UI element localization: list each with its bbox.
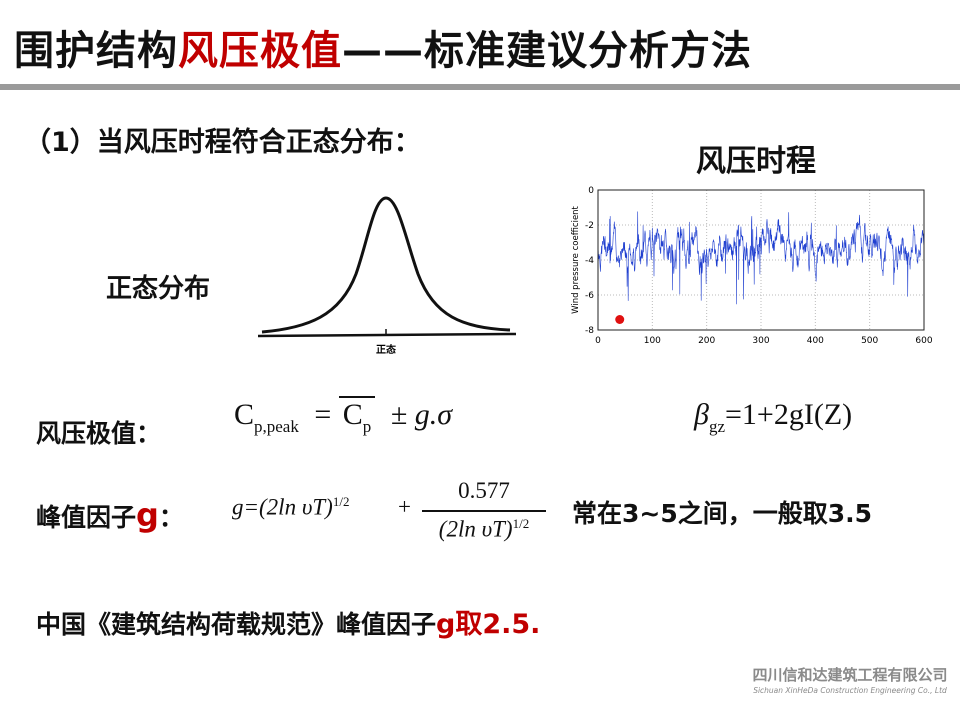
beta-symbol: β [694, 398, 709, 431]
g-formula-exp: 1/2 [332, 494, 350, 509]
title-main: 围护结构 [14, 28, 178, 74]
x-tick-label: 200 [698, 336, 715, 346]
peak-formula-sub: p,peak [254, 417, 299, 436]
y-tick-label: -8 [585, 326, 594, 336]
slide-title: 围护结构风压极值——标准建议分析方法 [14, 18, 752, 76]
subheading: （1）当风压时程符合正态分布： [24, 127, 421, 158]
pressure-series-line [597, 211, 925, 305]
title-rest: ——标准建议分析方法 [342, 28, 752, 74]
peak-formula-sub2: p [362, 417, 372, 436]
g-formula-numerator: 0.577 [458, 478, 510, 503]
peak-formula-tail: ± g.σ [390, 398, 453, 431]
title-divider [0, 84, 960, 90]
beta-sub: gz [708, 417, 725, 436]
g-typical-note: 常在3~5之间，一般取3.5 [572, 499, 873, 528]
gust-factor-colon: ： [158, 503, 184, 532]
title-highlight: 风压极值 [178, 28, 342, 74]
x-tick-label: 300 [752, 336, 769, 346]
g-formula-den-text: (2ln υT) [438, 516, 513, 542]
g-formula-lhs-text: g=(2ln υT) [232, 494, 333, 520]
x-tick-label: 500 [861, 336, 878, 346]
gust-factor-text: 峰值因子 [36, 503, 137, 532]
normal-axis-label: 正态 [376, 343, 396, 356]
x-tick-label: 600 [915, 336, 932, 346]
wind-pressure-timeseries-chart: 0 100 200 300 400 500 600 0 -2 -4 -6 -8 Wind pressur… [571, 186, 933, 346]
g-formula-fraction-bar [422, 510, 546, 512]
timeseries-title: 风压时程 [696, 144, 816, 179]
g-formula-den-exp: 1/2 [512, 516, 530, 531]
beta-formula: βgz=1+2gI(Z) [694, 398, 853, 436]
normal-distribution-figure: 正态 [257, 196, 517, 356]
china-code-text: 中国《建筑结构荷载规范》峰值因子 [36, 610, 437, 639]
y-tick-label: 0 [588, 186, 594, 196]
china-code-note: 中国《建筑结构荷载规范》峰值因子g取2.5. [36, 602, 540, 641]
y-tick-label: -6 [585, 291, 594, 301]
peak-formula-c: C [234, 398, 255, 431]
peak-value-label: 风压极值： [36, 419, 162, 448]
x-tick-label: 400 [807, 336, 824, 346]
company-name-cn: 四川信和达建筑工程有限公司 [752, 666, 948, 684]
y-axis-label: Wind pressure coefficient [571, 205, 581, 313]
g-formula-plus: + [398, 494, 411, 519]
china-code-value: g取2.5. [436, 609, 541, 640]
y-tick-label: -2 [585, 221, 594, 231]
g-formula-lhs: g=(2ln υT)1/2 [232, 494, 349, 521]
plot-frame [597, 189, 925, 331]
g-formula-denominator: (2ln υT)1/2 [422, 516, 546, 543]
gust-factor-label: 峰值因子g： [36, 496, 184, 534]
x-tick-label: 100 [644, 336, 661, 346]
peak-formula-c2: C [342, 398, 363, 431]
peak-formula: Cp,peak = Cp ± g.σ [234, 396, 453, 436]
x-tick-label: 0 [595, 336, 601, 346]
normal-baseline [257, 332, 517, 338]
beta-rhs: =1+2gI(Z) [725, 398, 853, 431]
normal-distribution-label: 正态分布 [106, 274, 211, 304]
gust-factor-g: g [136, 496, 159, 534]
y-tick-label: -4 [585, 256, 594, 266]
peak-formula-eq: = [314, 398, 332, 431]
company-name-en: Sichuan XinHeDa Construction Engineering… [753, 686, 947, 695]
peak-marker-dot [615, 315, 625, 324]
normal-bell-curve [261, 196, 511, 334]
